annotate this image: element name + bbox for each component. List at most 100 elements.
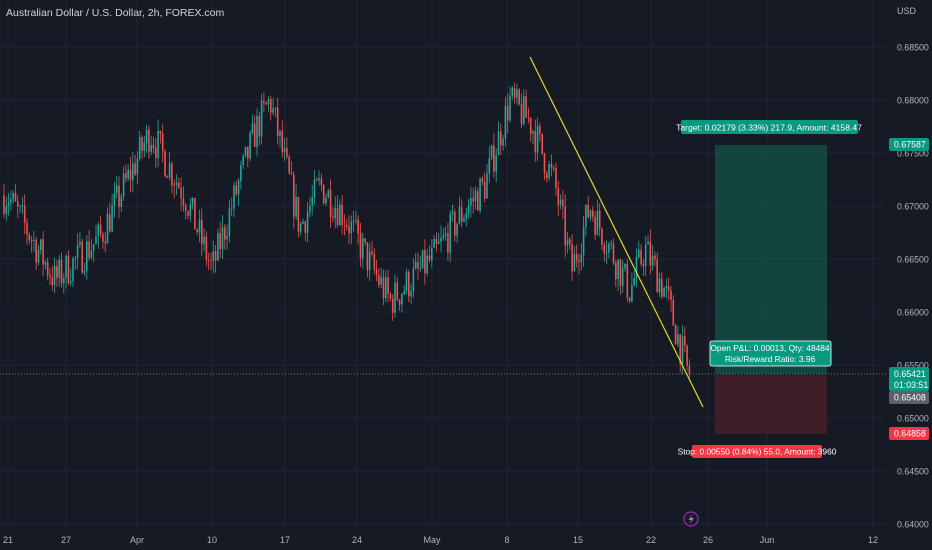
candle[interactable] (401, 292, 403, 313)
candle[interactable] (189, 197, 192, 222)
candle[interactable] (477, 187, 479, 211)
candle[interactable] (647, 234, 649, 245)
candle[interactable] (164, 149, 166, 178)
candle[interactable] (378, 268, 380, 288)
candle[interactable] (286, 137, 288, 159)
candle[interactable] (465, 207, 468, 227)
candle[interactable] (297, 196, 300, 238)
candle[interactable] (74, 255, 77, 271)
candle[interactable] (295, 184, 297, 221)
candle[interactable] (582, 215, 585, 267)
candle[interactable] (79, 231, 81, 249)
candle[interactable] (26, 218, 28, 246)
candle[interactable] (426, 248, 428, 277)
candle[interactable] (633, 270, 635, 287)
candle[interactable] (247, 146, 249, 168)
candle[interactable] (412, 258, 415, 298)
candle[interactable] (368, 243, 371, 281)
candle[interactable] (435, 232, 438, 252)
candle[interactable] (65, 254, 67, 289)
candle[interactable] (571, 234, 573, 281)
candle[interactable] (410, 283, 412, 304)
candle[interactable] (341, 195, 343, 235)
candle[interactable] (575, 244, 578, 268)
candle[interactable] (132, 152, 134, 192)
position-info-label[interactable]: Open P&L: 0.00013, Qty: 48484 Risk/Rewar… (709, 340, 832, 367)
candle[interactable] (463, 214, 465, 223)
candle[interactable] (585, 204, 587, 237)
candle[interactable] (612, 238, 615, 266)
candle[interactable] (115, 175, 118, 199)
candle[interactable] (244, 146, 247, 158)
candle[interactable] (143, 135, 146, 158)
candle[interactable] (550, 154, 553, 177)
candle[interactable] (237, 178, 240, 206)
candle[interactable] (483, 172, 486, 203)
candle[interactable] (253, 115, 256, 148)
candle[interactable] (166, 175, 169, 178)
candle[interactable] (424, 239, 426, 285)
candle[interactable] (546, 170, 548, 183)
candle[interactable] (44, 260, 47, 270)
candle[interactable] (458, 196, 461, 225)
candle[interactable] (490, 144, 493, 161)
candle[interactable] (598, 203, 601, 237)
candle[interactable] (596, 200, 599, 236)
candle[interactable] (122, 166, 125, 201)
candle[interactable] (180, 177, 182, 211)
candle[interactable] (219, 221, 221, 259)
candle[interactable] (265, 101, 267, 106)
candle[interactable] (451, 204, 454, 222)
candle[interactable] (95, 224, 97, 245)
candle[interactable] (421, 249, 424, 270)
candle[interactable] (555, 162, 557, 196)
candle[interactable] (306, 201, 309, 243)
candle[interactable] (51, 265, 54, 292)
candle[interactable] (113, 182, 116, 218)
candle[interactable] (138, 130, 141, 161)
candle[interactable] (658, 272, 661, 298)
candle[interactable] (127, 164, 129, 181)
candle[interactable] (86, 235, 88, 280)
candle[interactable] (523, 89, 525, 126)
candle[interactable] (536, 117, 539, 162)
candle[interactable] (380, 267, 382, 289)
candle[interactable] (382, 269, 385, 306)
candle[interactable] (481, 175, 484, 186)
candle[interactable] (19, 204, 21, 213)
candle[interactable] (235, 180, 238, 197)
candle[interactable] (670, 285, 672, 312)
candle[interactable] (564, 194, 566, 258)
candle[interactable] (472, 187, 474, 214)
candle[interactable] (88, 230, 90, 261)
candle[interactable] (157, 119, 159, 167)
candle[interactable] (663, 286, 665, 298)
candle[interactable] (40, 238, 42, 255)
candle[interactable] (552, 165, 555, 172)
candle[interactable] (511, 85, 514, 100)
candle[interactable] (679, 333, 681, 373)
candle[interactable] (497, 121, 500, 156)
candle[interactable] (267, 96, 270, 112)
candle[interactable] (672, 295, 675, 326)
candle[interactable] (37, 244, 40, 266)
candle[interactable] (320, 173, 323, 192)
candle[interactable] (35, 236, 37, 270)
candle[interactable] (500, 123, 502, 156)
candle[interactable] (516, 83, 518, 105)
candle[interactable] (318, 170, 320, 186)
candle[interactable] (322, 184, 325, 205)
candle[interactable] (608, 241, 610, 259)
candle[interactable] (56, 259, 58, 287)
candle[interactable] (249, 130, 251, 162)
candle[interactable] (304, 220, 307, 241)
candle[interactable] (134, 155, 136, 177)
candle[interactable] (513, 82, 516, 104)
candle[interactable] (605, 240, 608, 265)
candle[interactable] (21, 196, 24, 215)
candle[interactable] (527, 107, 530, 124)
candle[interactable] (506, 93, 509, 134)
candle[interactable] (624, 263, 626, 272)
trendline[interactable] (529, 56, 704, 408)
candle[interactable] (258, 111, 261, 146)
